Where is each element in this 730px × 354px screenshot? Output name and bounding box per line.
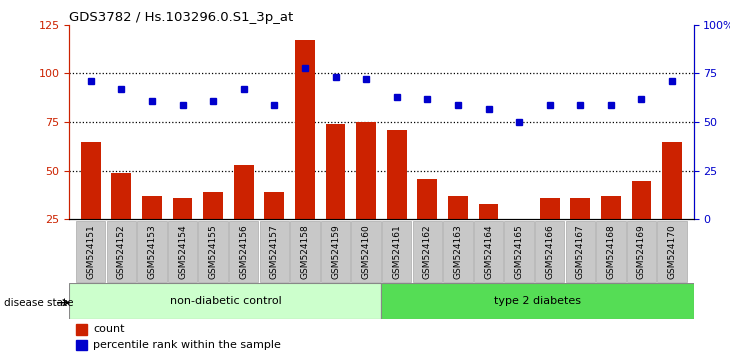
Text: GSM524160: GSM524160 xyxy=(361,224,371,279)
FancyBboxPatch shape xyxy=(321,221,350,282)
Bar xyxy=(234,165,254,219)
Text: percentile rank within the sample: percentile rank within the sample xyxy=(93,340,281,350)
FancyBboxPatch shape xyxy=(137,221,166,282)
FancyBboxPatch shape xyxy=(474,221,503,282)
FancyBboxPatch shape xyxy=(504,221,534,282)
Bar xyxy=(662,142,682,219)
FancyBboxPatch shape xyxy=(69,283,381,319)
FancyBboxPatch shape xyxy=(535,221,564,282)
FancyBboxPatch shape xyxy=(381,283,694,319)
Text: GSM524166: GSM524166 xyxy=(545,224,554,279)
Bar xyxy=(418,178,437,219)
Text: GSM524163: GSM524163 xyxy=(453,224,462,279)
Text: disease state: disease state xyxy=(4,298,73,308)
Text: GSM524152: GSM524152 xyxy=(117,224,126,279)
Bar xyxy=(601,196,620,219)
Text: GSM524161: GSM524161 xyxy=(392,224,402,279)
Bar xyxy=(631,181,651,219)
Bar xyxy=(539,198,560,219)
Text: GSM524162: GSM524162 xyxy=(423,224,432,279)
FancyBboxPatch shape xyxy=(107,221,136,282)
Bar xyxy=(264,192,284,219)
FancyBboxPatch shape xyxy=(168,221,197,282)
Text: count: count xyxy=(93,324,125,334)
Text: GSM524153: GSM524153 xyxy=(147,224,156,279)
Bar xyxy=(76,324,87,335)
Bar xyxy=(448,196,468,219)
Text: type 2 diabetes: type 2 diabetes xyxy=(494,296,581,306)
FancyBboxPatch shape xyxy=(382,221,412,282)
FancyBboxPatch shape xyxy=(658,221,687,282)
Text: GSM524165: GSM524165 xyxy=(515,224,523,279)
FancyBboxPatch shape xyxy=(76,221,105,282)
Bar xyxy=(356,122,376,219)
Text: GSM524157: GSM524157 xyxy=(270,224,279,279)
FancyBboxPatch shape xyxy=(351,221,381,282)
Bar xyxy=(76,340,87,350)
FancyBboxPatch shape xyxy=(566,221,595,282)
FancyBboxPatch shape xyxy=(443,221,472,282)
Bar xyxy=(112,173,131,219)
Text: GSM524155: GSM524155 xyxy=(209,224,218,279)
Text: GSM524167: GSM524167 xyxy=(576,224,585,279)
Bar xyxy=(81,142,101,219)
FancyBboxPatch shape xyxy=(596,221,626,282)
FancyBboxPatch shape xyxy=(260,221,289,282)
Text: GSM524164: GSM524164 xyxy=(484,224,493,279)
Text: GSM524151: GSM524151 xyxy=(86,224,96,279)
Bar xyxy=(172,198,193,219)
Text: GSM524170: GSM524170 xyxy=(667,224,677,279)
Text: GSM524156: GSM524156 xyxy=(239,224,248,279)
FancyBboxPatch shape xyxy=(229,221,258,282)
Text: GSM524168: GSM524168 xyxy=(607,224,615,279)
FancyBboxPatch shape xyxy=(291,221,320,282)
FancyBboxPatch shape xyxy=(627,221,656,282)
FancyBboxPatch shape xyxy=(412,221,442,282)
Text: GSM524159: GSM524159 xyxy=(331,224,340,279)
Bar xyxy=(326,124,345,219)
Text: GSM524154: GSM524154 xyxy=(178,224,187,279)
Bar xyxy=(570,198,591,219)
Bar xyxy=(479,204,499,219)
Bar xyxy=(142,196,162,219)
Text: GSM524169: GSM524169 xyxy=(637,224,646,279)
Text: non-diabetic control: non-diabetic control xyxy=(169,296,281,306)
Bar xyxy=(295,40,315,219)
Text: GDS3782 / Hs.103296.0.S1_3p_at: GDS3782 / Hs.103296.0.S1_3p_at xyxy=(69,11,293,24)
Bar xyxy=(203,192,223,219)
Bar xyxy=(509,219,529,222)
Text: GSM524158: GSM524158 xyxy=(301,224,310,279)
FancyBboxPatch shape xyxy=(199,221,228,282)
Bar xyxy=(387,130,407,219)
